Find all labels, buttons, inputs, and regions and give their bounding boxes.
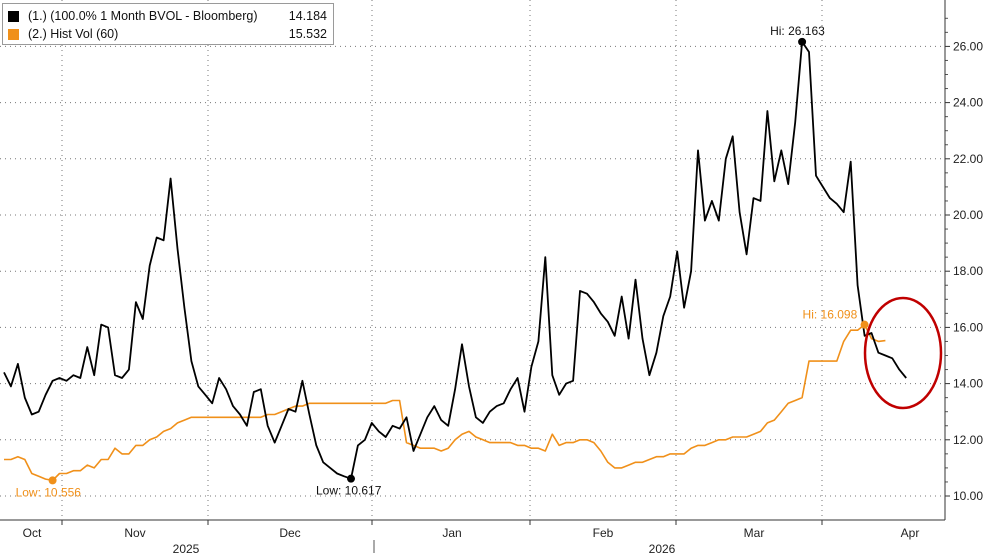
annotation-marker [798,37,807,46]
x-month-label: Jan [442,526,461,540]
chart-legend: (1.) (100.0% 1 Month BVOL - Bloomberg) 1… [2,3,334,45]
y-tick-label: 24.00 [953,96,983,110]
legend-swatch-bvol [8,11,19,22]
x-month-label: Nov [124,526,145,540]
x-month-label: Dec [279,526,300,540]
x-month-label: Feb [593,526,614,540]
x-year-label: 2025 [173,542,200,555]
y-tick-label: 12.00 [953,433,983,447]
legend-label-bvol: (1.) (100.0% 1 Month BVOL - Bloomberg) [28,9,258,23]
y-tick-label: 20.00 [953,208,983,222]
legend-value-hist-vol: 15.532 [288,27,327,41]
x-year-label: 2026 [649,542,676,555]
legend-label-hist-vol: (2.) Hist Vol (60) [28,27,119,41]
annotation-label: Hi: 26.163 [770,24,825,38]
series-lines [3,40,907,482]
highlight-ellipse [863,296,943,410]
x-month-label: Apr [901,526,920,540]
y-tick-label: 10.00 [953,489,983,503]
annotation-marker [347,474,355,483]
annotation-marker [860,320,869,329]
annotations: Hi: 26.163 Low: 10.617 Hi: 16.098 Low: 10.5… [16,24,943,499]
annotation-label: Low: 10.617 [316,484,382,498]
y-tick-label: 16.00 [953,320,983,334]
series-line-hist-vol [4,323,886,482]
gridlines [0,0,945,520]
legend-item-bvol: (1.) (100.0% 1 Month BVOL - Bloomberg) 1… [8,7,327,25]
legend-swatch-hist-vol [8,29,19,40]
y-tick-label: 22.00 [953,152,983,166]
annotation-label: Hi: 16.098 [803,308,858,322]
legend-value-bvol: 14.184 [288,9,327,23]
annotation-marker [48,476,57,485]
y-tick-label: 18.00 [953,264,983,278]
series-line-bvol [3,40,907,480]
y-tick-label: 26.00 [953,39,983,53]
axes: 10.00 12.00 14.00 16.00 18.00 20.00 22.00 24.00… [0,0,983,555]
y-tick-label: 14.00 [953,377,983,391]
annotation-label: Low: 10.556 [16,485,82,499]
x-month-label: Mar [744,526,765,540]
legend-item-hist-vol: (2.) Hist Vol (60) 15.532 [8,25,327,43]
x-month-label: Oct [23,526,42,540]
